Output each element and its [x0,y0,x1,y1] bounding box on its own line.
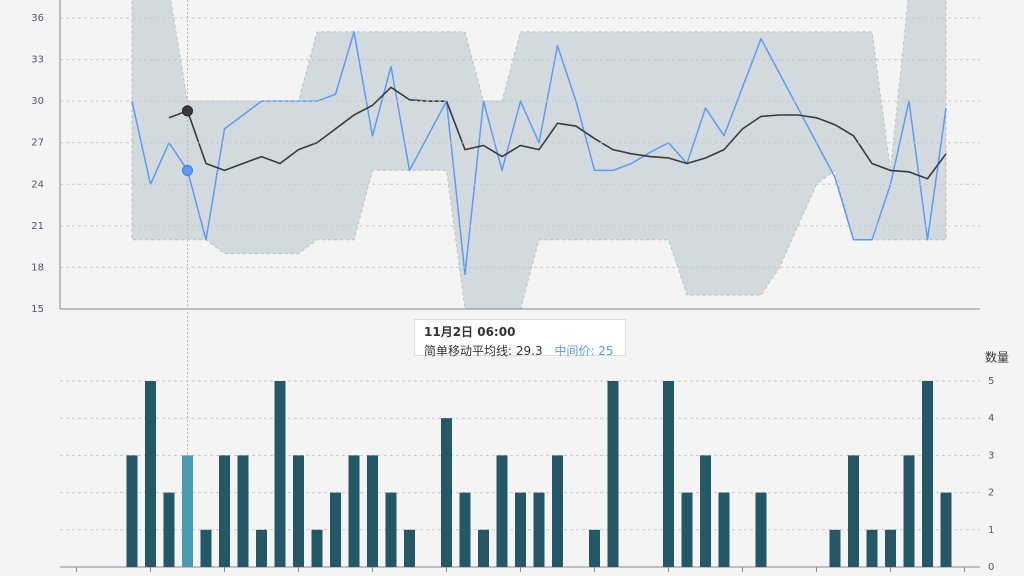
tooltip-value: 29.3 [515,344,543,358]
bar [348,455,360,567]
bar [256,529,267,567]
bar [145,381,156,567]
bar [163,492,175,567]
bar [607,381,619,567]
tooltip: 11月2日 06:00 简单移动平均线29.3 中间价25 [414,319,626,359]
bar [533,492,545,567]
bar [367,455,378,567]
y-tick-label: 27 [31,138,44,149]
y-tick-label: 4 [988,413,994,424]
y-tick-label: 30 [31,96,44,107]
bar [829,529,841,567]
y-tick-label: 2 [988,488,994,499]
bar [718,492,730,567]
bar [478,529,489,567]
bar [663,381,674,567]
y-tick-label: 36 [31,13,44,24]
y-tick-label: 5 [988,376,994,387]
bar [126,455,138,567]
hover-point [182,164,193,176]
bar [237,455,249,567]
bar [182,455,193,567]
y-tick-label: 33 [31,55,44,66]
y-tick-label: 18 [31,262,44,273]
bar [293,455,304,567]
range-area [131,0,947,309]
y-tick-label: 21 [31,221,44,232]
y-tick-label: 15 [31,304,44,315]
bar [311,529,323,567]
axes: 15 18 21 24 27 30 33 36 0 1 2 3 4 5 数量 [31,0,1009,573]
bar [330,492,341,567]
y-tick-label: 24 [31,179,44,190]
bar [848,455,859,567]
top-plot [131,0,947,309]
bar [589,529,600,567]
bar [200,529,212,567]
tooltip-series-name: 中间价 [554,344,598,358]
tooltip-body: 简单移动平均线29.3 中间价25 [424,342,616,359]
hover-point [182,105,193,117]
series-line [131,31,947,276]
bar [274,381,286,567]
bar [552,455,563,567]
bar [866,529,878,567]
tooltip-title: 11月2日 06:00 [424,325,516,339]
bar [885,529,896,567]
bar [755,492,767,567]
bar [404,529,415,567]
y-tick-label: 0 [988,562,994,573]
bar [496,455,508,567]
bar [681,492,693,567]
y-axis-title: 数量 [985,350,1009,365]
bar [219,455,230,567]
y-tick-label: 3 [988,450,994,461]
bar [903,455,915,567]
tooltip-series-name: 简单移动平均线 [424,344,516,358]
bar [385,492,397,567]
bar [441,418,452,567]
bar [700,455,711,567]
bar [940,492,952,567]
y-tick-label: 1 [988,525,994,536]
series-line [168,86,947,180]
bar [459,492,471,567]
bar [515,492,526,567]
tooltip-value: 25 [598,344,614,358]
bar [922,381,933,567]
